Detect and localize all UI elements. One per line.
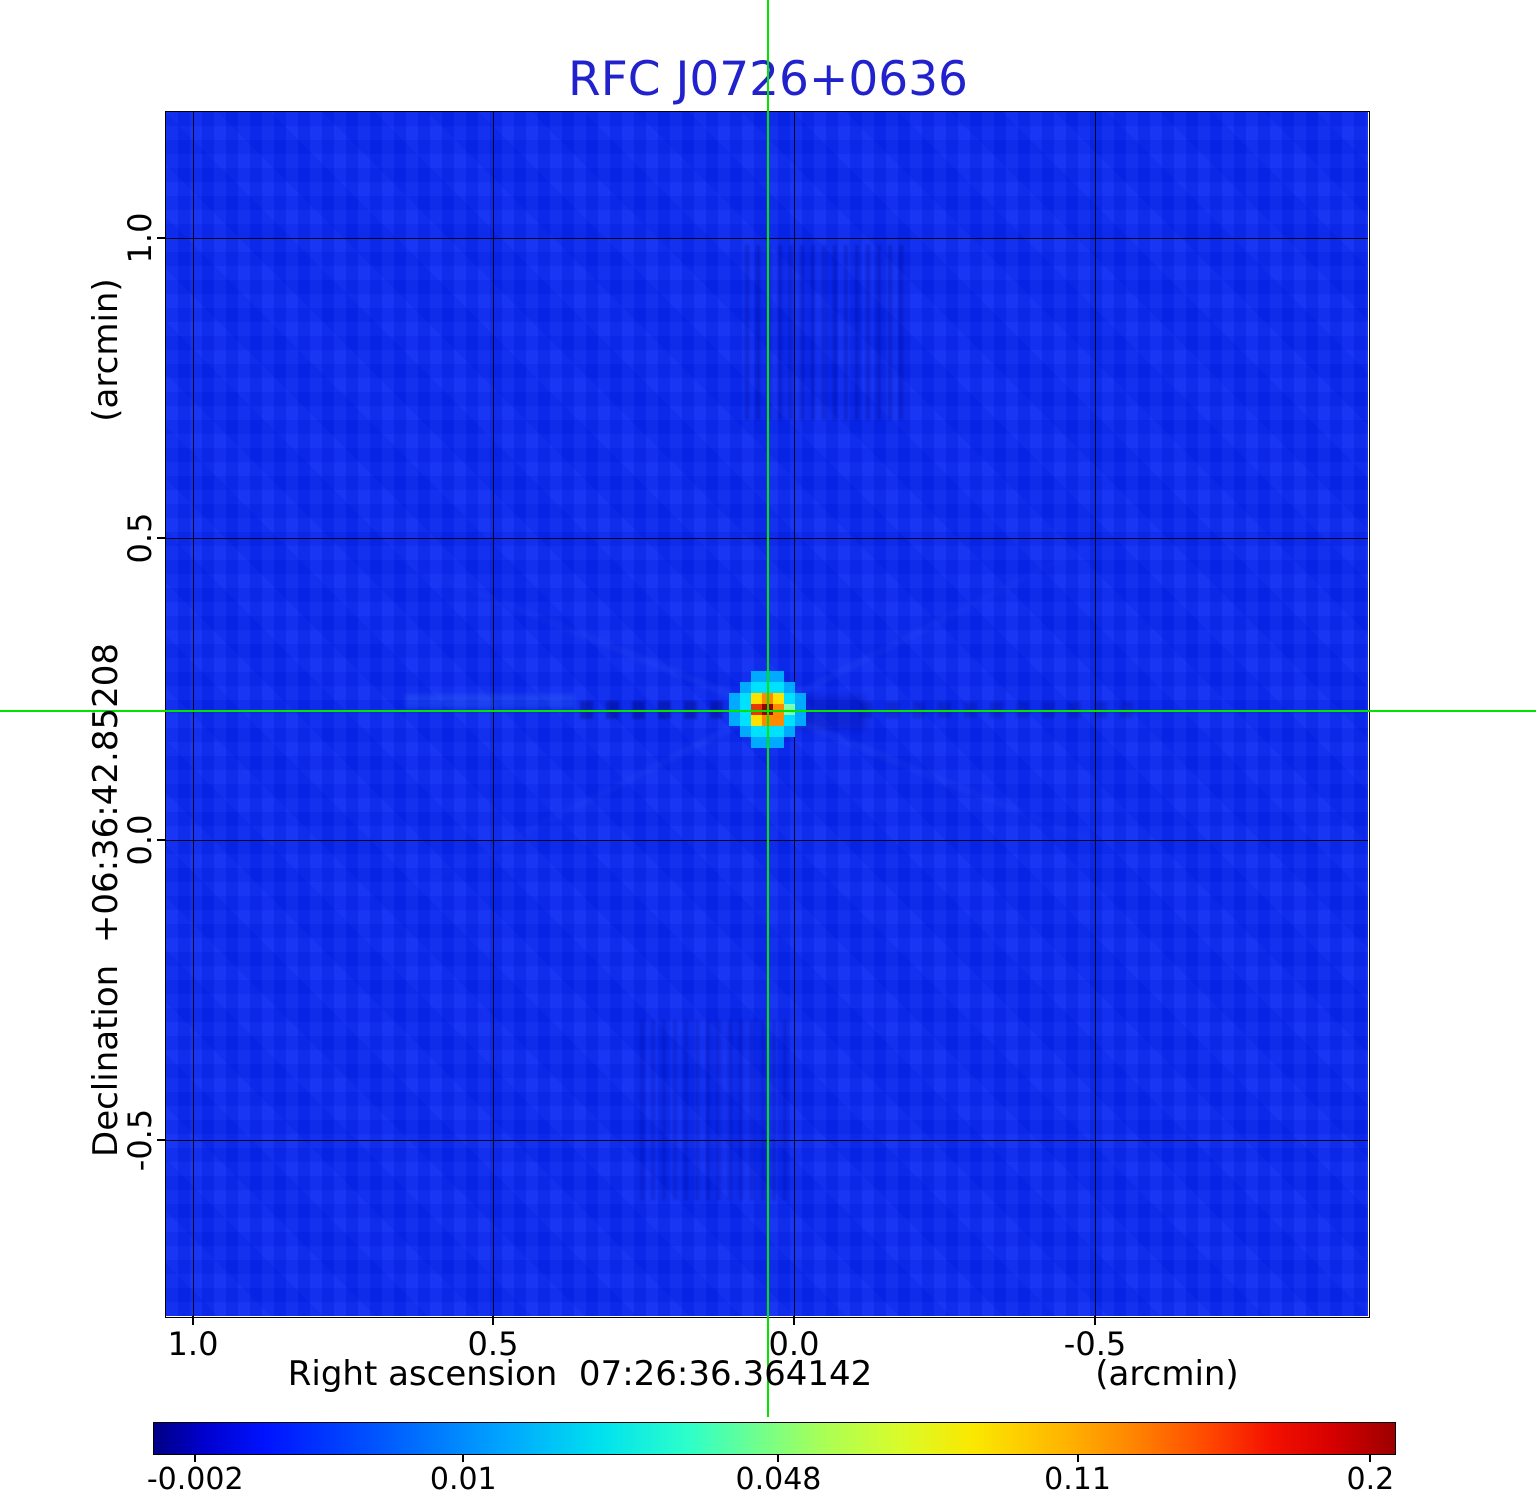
x-tick-label: -0.5 <box>1063 1325 1127 1363</box>
source-blob-pixel <box>773 737 784 748</box>
source-blob-pixel <box>773 726 784 737</box>
gridline-vertical <box>193 112 194 1316</box>
colorbar-tick <box>462 1454 465 1462</box>
x-tick-label: 0.5 <box>467 1325 519 1363</box>
source-blob-pixel <box>729 715 740 726</box>
source-blob-pixel <box>751 704 762 715</box>
colorbar-tick <box>194 1454 197 1462</box>
map-artifact <box>796 696 866 730</box>
colorbar-tick-label: 0.2 <box>1346 1462 1395 1497</box>
source-blob-pixel <box>729 693 740 704</box>
x-tick-label: 1.0 <box>167 1325 219 1363</box>
source-blob-pixel <box>795 715 806 726</box>
source-blob-pixel <box>740 704 751 715</box>
y-tick-label: 1.0 <box>121 212 159 264</box>
x-axis-tick <box>492 1316 494 1325</box>
y-axis-tick <box>157 237 166 239</box>
map-artifact <box>640 1020 790 1200</box>
source-blob-pixel <box>751 671 762 682</box>
colorbar-tick-label: 0.01 <box>429 1462 497 1497</box>
y-tick-label: 0.0 <box>121 814 159 866</box>
x-axis-unit-label: (arcmin) <box>1095 1354 1239 1394</box>
y-axis-tick <box>157 537 166 539</box>
source-blob-pixel <box>773 682 784 693</box>
source-blob-pixel <box>795 693 806 704</box>
x-axis-label: Right ascension 07:26:36.364142 <box>287 1354 873 1394</box>
crosshair-vertical-line <box>767 0 769 1417</box>
source-blob-pixel <box>773 671 784 682</box>
source-blob-pixel <box>740 682 751 693</box>
colorbar <box>153 1422 1396 1455</box>
source-blob-pixel <box>740 693 751 704</box>
source-blob-pixel <box>784 693 795 704</box>
source-blob-pixel <box>784 682 795 693</box>
map-artifact <box>405 694 575 708</box>
x-axis-tick <box>793 1316 795 1325</box>
source-blob-pixel <box>751 737 762 748</box>
source-blob-pixel <box>751 726 762 737</box>
source-blob-pixel <box>751 715 762 726</box>
y-axis-tick <box>157 839 166 841</box>
colorbar-tick <box>1369 1454 1372 1462</box>
crosshair-horizontal-line <box>0 710 1536 712</box>
y-axis-tick <box>157 1139 166 1141</box>
colorbar-tick-label: -0.002 <box>146 1462 244 1497</box>
source-blob-pixel <box>773 704 784 715</box>
y-tick-label: 0.5 <box>121 512 159 564</box>
x-tick-label: 0.0 <box>768 1325 820 1363</box>
gridline-vertical <box>1095 112 1096 1316</box>
colorbar-tick-label: 0.11 <box>1044 1462 1111 1497</box>
y-axis-label: Declination +06:36:42.85208 <box>86 643 126 1157</box>
colorbar-tick <box>1076 1454 1079 1462</box>
source-blob-pixel <box>795 704 806 715</box>
colorbar-tick <box>777 1454 780 1462</box>
source-blob-pixel <box>773 715 784 726</box>
source-blob-pixel <box>751 693 762 704</box>
x-axis-tick <box>192 1316 194 1325</box>
source-blob-pixel <box>784 704 795 715</box>
figure-title: RFC J0726+0636 <box>568 52 968 107</box>
source-blob-pixel <box>784 715 795 726</box>
source-blob-pixel <box>773 693 784 704</box>
source-blob-pixel <box>740 726 751 737</box>
y-axis-unit-label: (arcmin) <box>86 278 126 422</box>
source-blob-pixel <box>740 715 751 726</box>
colorbar-tick-label: 0.048 <box>735 1462 822 1497</box>
map-artifact <box>745 245 905 420</box>
source-blob-pixel <box>784 726 795 737</box>
y-tick-label: -0.5 <box>121 1108 159 1172</box>
source-blob-pixel <box>729 704 740 715</box>
source-blob-pixel <box>751 682 762 693</box>
x-axis-tick <box>1094 1316 1096 1325</box>
gridline-vertical <box>493 112 494 1316</box>
